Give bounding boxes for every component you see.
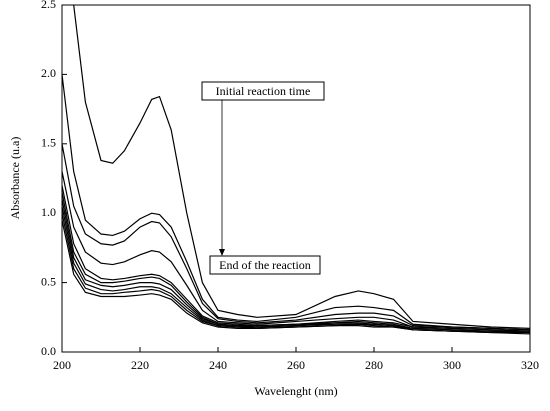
spectrum-line [62,171,530,332]
spectrum-line [62,220,530,335]
x-axis-label: Wavelenght (nm) [254,384,337,398]
spectrum-line [62,74,530,331]
annotation: End of the reaction [219,258,311,272]
y-tick-label: 1.5 [41,136,56,150]
y-tick-label: 2.0 [41,66,56,80]
x-tick-label: 300 [443,358,461,372]
spectrum-line [62,206,530,334]
spectrum-line [73,5,530,329]
spectrum-line [62,192,530,332]
x-tick-label: 260 [287,358,305,372]
x-tick-label: 320 [521,358,539,372]
x-tick-label: 200 [53,358,71,372]
arrow-head [219,249,225,256]
annotation-box [201,81,325,101]
y-tick-label: 0.5 [41,274,56,288]
annotation: Initial reaction time [216,84,311,98]
x-tick-label: 240 [209,358,227,372]
y-tick-label: 2.5 [41,0,56,11]
spectrum-line [62,185,530,332]
annotation-box [209,255,321,275]
spectrum-line [62,143,530,331]
y-tick-label: 0.0 [41,344,56,358]
y-axis-label: Absorbance (u.a) [8,137,22,220]
x-tick-label: 280 [365,358,383,372]
x-tick-label: 220 [131,358,149,372]
y-tick-label: 1.0 [41,205,56,219]
plot-frame [61,4,531,353]
